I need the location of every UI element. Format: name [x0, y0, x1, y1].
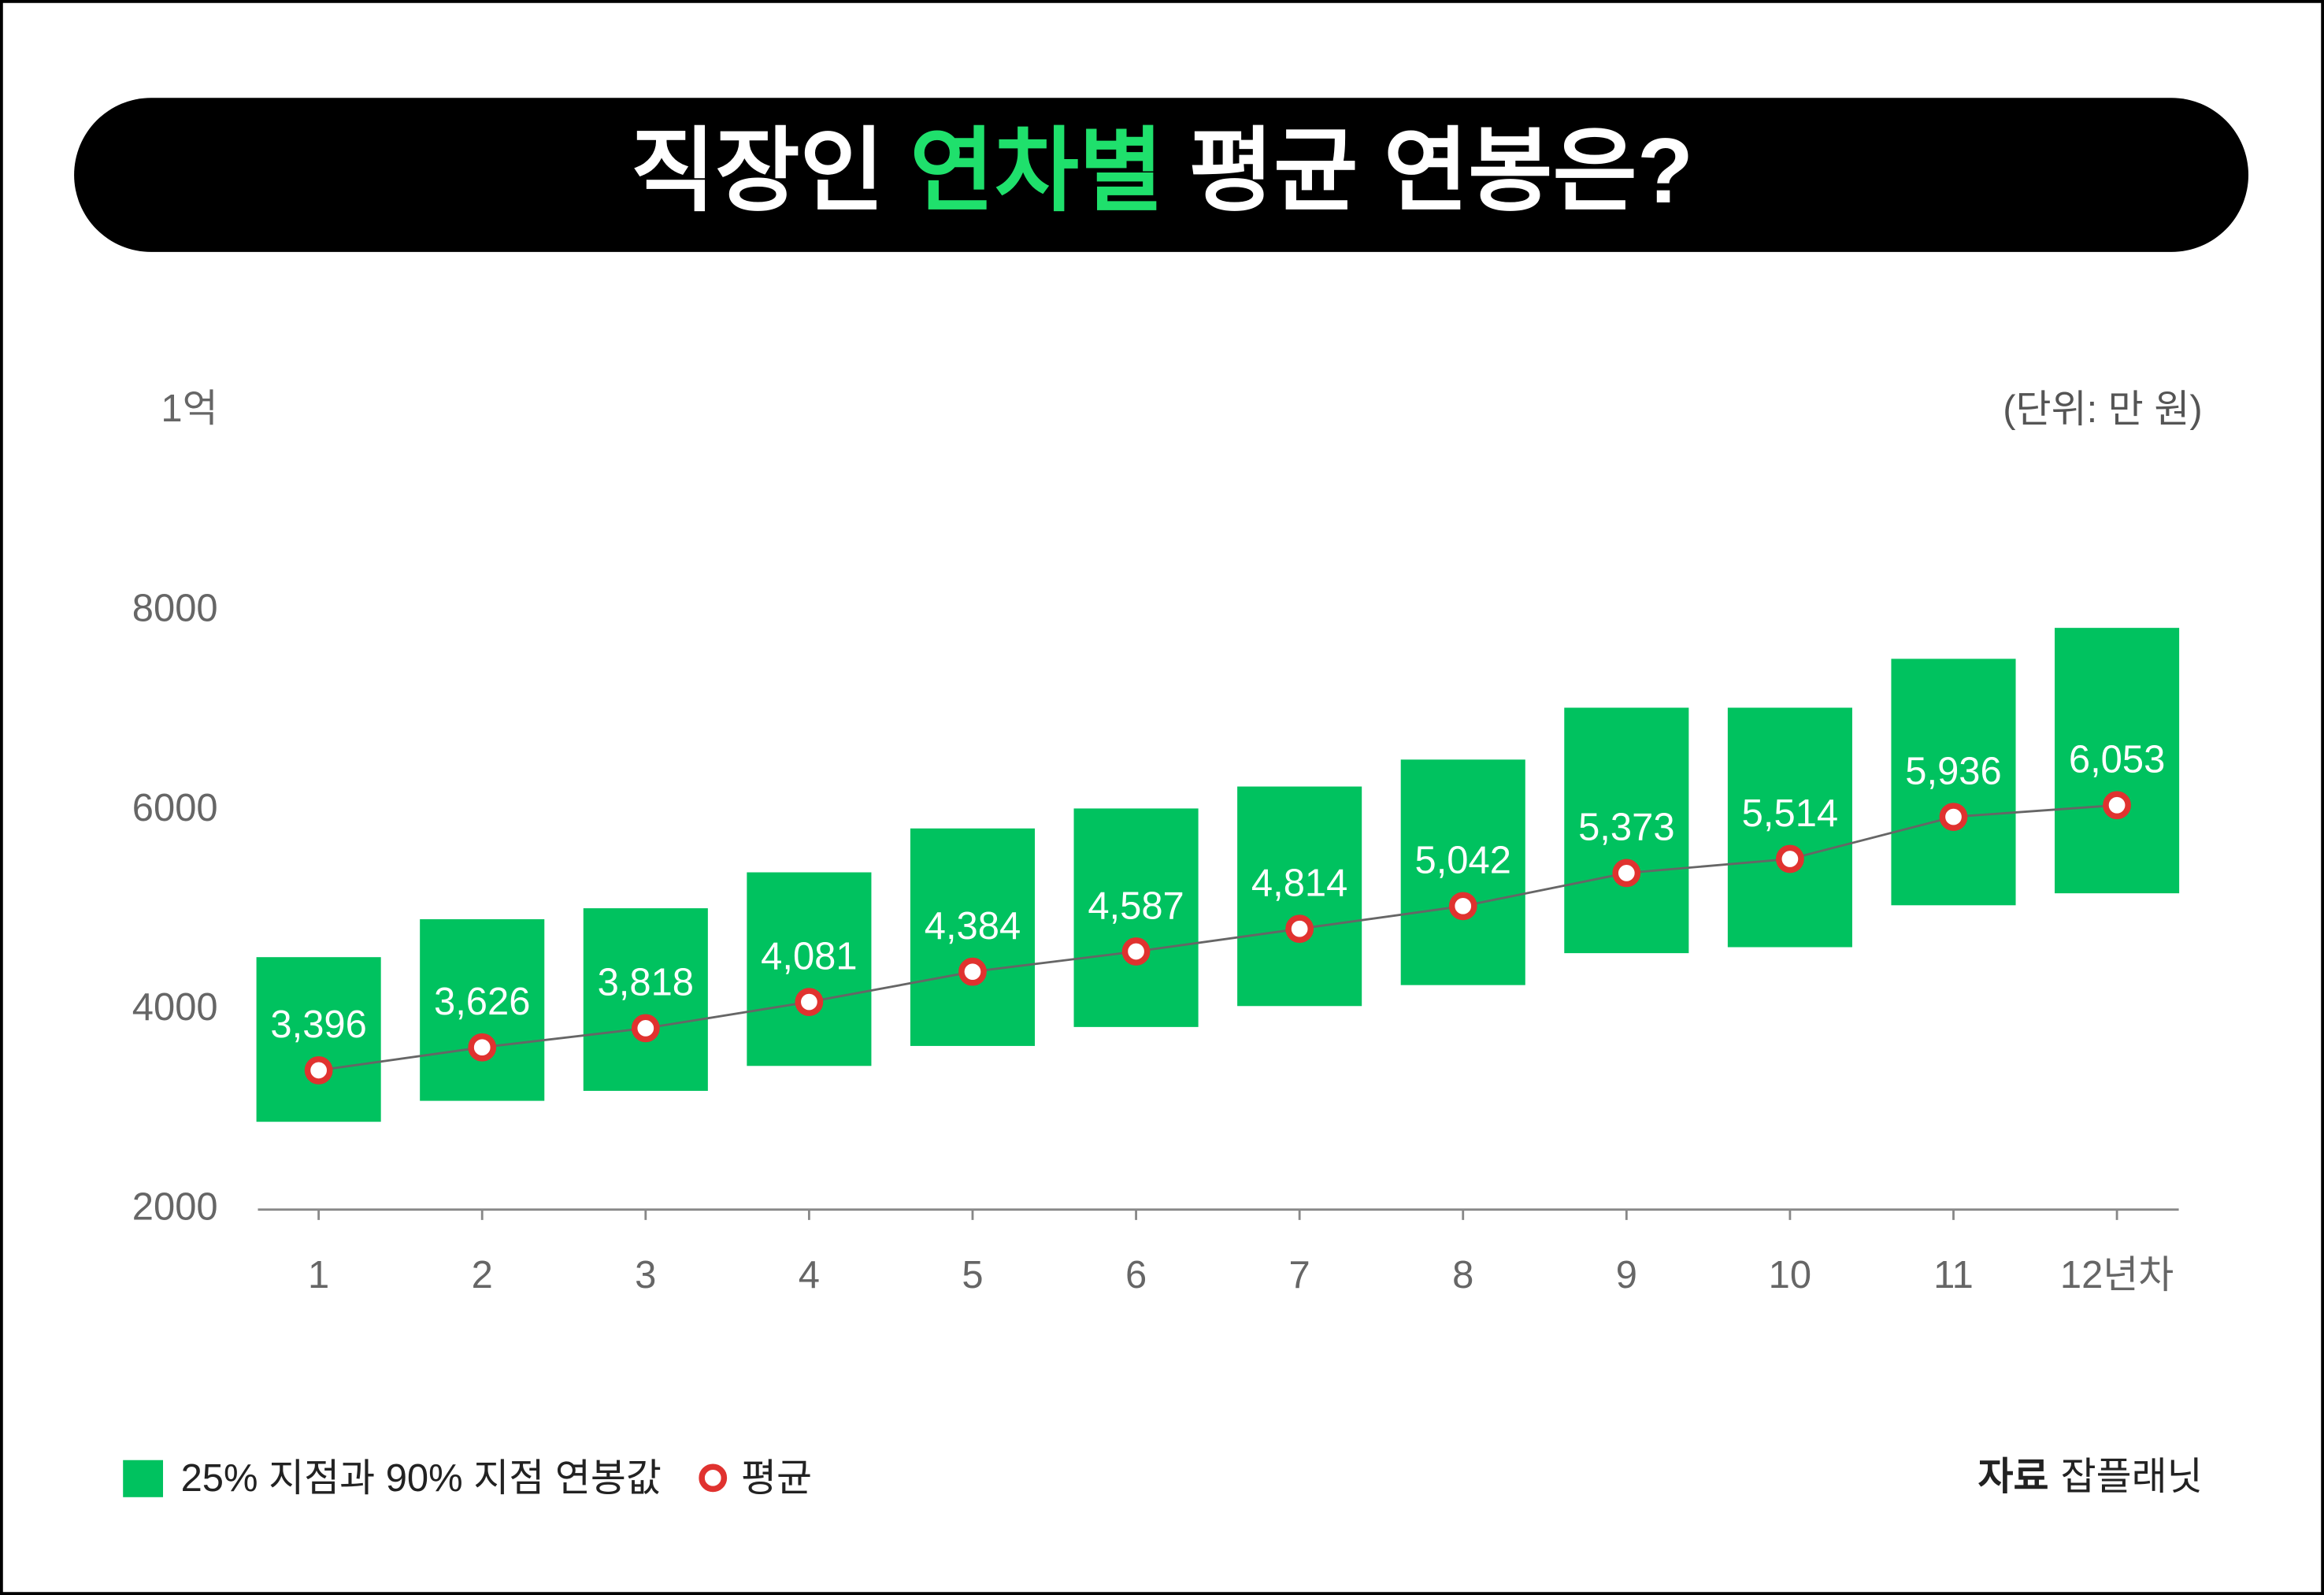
source: 자료 잡플래닛: [1978, 1456, 2203, 1498]
value-label: 6,053: [2069, 739, 2165, 781]
range-bar: [1237, 786, 1362, 1007]
mean-point: [1121, 937, 1151, 966]
mean-point: [958, 957, 987, 986]
value-label: 5,042: [1415, 840, 1511, 882]
range-bar: [583, 908, 708, 1091]
source-label: 자료: [1978, 1456, 2049, 1498]
value-label: 4,081: [761, 935, 857, 977]
value-label: 4,814: [1251, 862, 1347, 905]
x-tick-label: 7: [1289, 1254, 1310, 1296]
x-tick-label: 5: [962, 1254, 983, 1296]
value-label: 5,514: [1742, 792, 1838, 835]
range-bar: [1727, 707, 1852, 948]
legend-swatch: [123, 1460, 164, 1497]
range-bar: [747, 872, 872, 1066]
value-label: 5,936: [1905, 750, 2001, 792]
mean-line: [318, 803, 2118, 1072]
x-tick-label: 4: [799, 1254, 820, 1296]
value-label: 3,626: [434, 981, 530, 1023]
range-bar: [1564, 707, 1689, 954]
x-tick-label: 11: [1933, 1254, 1974, 1296]
mean-point: [1612, 859, 1641, 888]
range-bar: [910, 828, 1036, 1046]
legend-marker: [699, 1463, 728, 1493]
legend-label: 25% 지점과 90% 지점 연봉값: [181, 1457, 662, 1500]
y-tick-label: 2000: [132, 1186, 218, 1229]
mean-point: [1939, 803, 1968, 831]
mean-point: [304, 1055, 333, 1085]
mean-point: [1285, 914, 1314, 944]
x-tick-label: 3: [635, 1254, 656, 1296]
value-label: 4,587: [1088, 885, 1184, 927]
chart-title: 직장인 연차별 평균 연봉은?: [631, 119, 1693, 222]
mean-point: [795, 988, 824, 1016]
value-label: 4,384: [925, 905, 1021, 948]
x-tick-label: 6: [1125, 1254, 1147, 1296]
range-bar: [1073, 808, 1199, 1027]
y-tick-label: 6000: [132, 787, 218, 829]
range-bar: [1400, 759, 1525, 985]
y-tick-label: 4000: [132, 986, 218, 1029]
title-part: 직장인: [631, 119, 910, 222]
x-tick-label: 9: [1616, 1254, 1637, 1296]
x-tick-label: 10: [1769, 1254, 1811, 1296]
range-bar: [256, 957, 381, 1122]
value-label: 3,396: [270, 1003, 366, 1046]
title-part: 평균 연봉은?: [1163, 119, 1693, 222]
range-bar: [2055, 628, 2180, 894]
source-name: 잡플래닛: [2061, 1456, 2203, 1498]
x-tick-label: 1: [308, 1254, 329, 1296]
title-pill: [74, 98, 2249, 252]
y-tick-label: 8000: [132, 588, 218, 630]
x-tick-label: 2: [472, 1254, 493, 1296]
title-highlight: 연차별: [910, 119, 1163, 222]
value-label: 3,818: [598, 962, 694, 1004]
range-bar: [1891, 658, 2016, 906]
x-tick-label: 8: [1452, 1254, 1473, 1296]
legend-label: 평균: [741, 1457, 812, 1500]
y-tick-label: 1억: [161, 388, 217, 430]
mean-point: [1448, 892, 1477, 921]
x-tick-label: 12년차: [2060, 1254, 2174, 1296]
range-bar: [420, 919, 545, 1101]
mean-point: [468, 1033, 497, 1062]
mean-point: [631, 1014, 660, 1043]
unit-label: (단위: 만 원): [2003, 388, 2202, 431]
value-label: 5,373: [1578, 807, 1674, 849]
mean-point: [1776, 844, 1804, 874]
mean-point: [2103, 791, 2131, 820]
